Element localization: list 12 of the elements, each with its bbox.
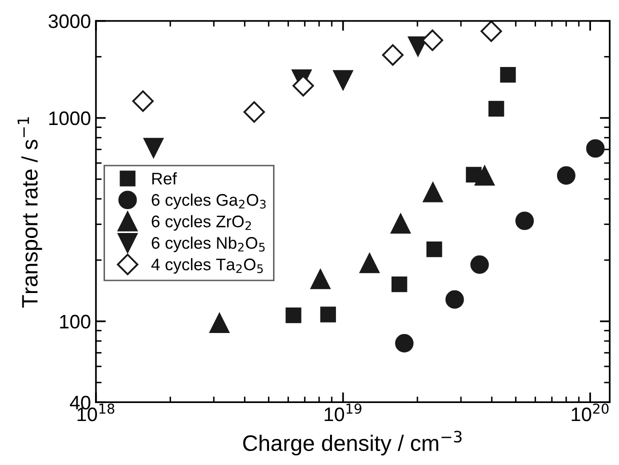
x-tick-label: 10$^{19}$ <box>324 403 362 422</box>
y-tick-label: 1000 <box>49 111 90 126</box>
x-axis-title: Charge density / cm$^{−3}$ <box>243 430 462 456</box>
y-axis-title: Transport rate / s$^{−1}$ <box>18 117 42 308</box>
y-tick-label: 3000 <box>48 14 90 28</box>
legend-label: Ref <box>152 172 177 184</box>
y-tick-label: 100 <box>60 314 90 329</box>
legend-label: 4 cycles Ta$_{2}$O$_{5}$ <box>151 258 263 274</box>
legend-label: 6 cycles Ga$_{2}$O$_{3}$ <box>152 194 266 210</box>
x-tick-label: 10$^{20}$ <box>572 403 609 422</box>
legend-label: 6 cycles ZrO$_{2}$ <box>152 215 251 231</box>
legend-label: 6 cycles Nb$_{2}$O$_{5}$ <box>152 236 265 252</box>
